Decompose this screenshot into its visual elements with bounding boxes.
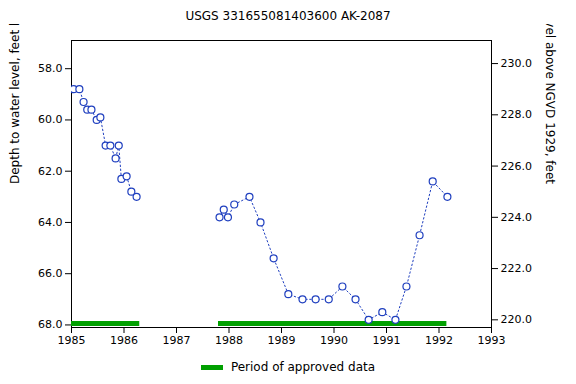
- svg-text:1986: 1986: [110, 334, 138, 347]
- svg-text:1990: 1990: [320, 334, 348, 347]
- svg-text:Depth to water level, feet bel: Depth to water level, feet below land su…: [8, 24, 22, 184]
- svg-text:226.0: 226.0: [501, 160, 533, 173]
- svg-text:68.0: 68.0: [38, 318, 63, 331]
- svg-text:58.0: 58.0: [38, 62, 63, 75]
- svg-text:1985: 1985: [58, 334, 86, 347]
- svg-text:224.0: 224.0: [501, 211, 533, 224]
- svg-text:60.0: 60.0: [38, 113, 63, 126]
- svg-text:1987: 1987: [163, 334, 191, 347]
- html-text:Period of approved data: Period of approved data: [230, 360, 376, 374]
- html-text:USGS 331655081403600 AK-2087: USGS 331655081403600 AK-2087: [185, 9, 391, 23]
- svg-text:1988: 1988: [215, 334, 243, 347]
- svg-text:1989: 1989: [268, 334, 296, 347]
- svg-text:66.0: 66.0: [38, 267, 63, 280]
- svg-text:230.0: 230.0: [501, 57, 533, 70]
- svg-text:1991: 1991: [373, 334, 401, 347]
- svg-text:64.0: 64.0: [38, 216, 63, 229]
- svg-text:62.0: 62.0: [38, 165, 63, 178]
- svg-text:228.0: 228.0: [501, 108, 533, 121]
- svg-text:1993: 1993: [478, 334, 506, 347]
- svg-text:220.0: 220.0: [501, 313, 533, 326]
- svg-text:222.0: 222.0: [501, 262, 533, 275]
- svg-text:1992: 1992: [425, 334, 453, 347]
- svg-text:Groundwater level above NGVD 1: Groundwater level above NGVD 1929, feet: [543, 24, 557, 184]
